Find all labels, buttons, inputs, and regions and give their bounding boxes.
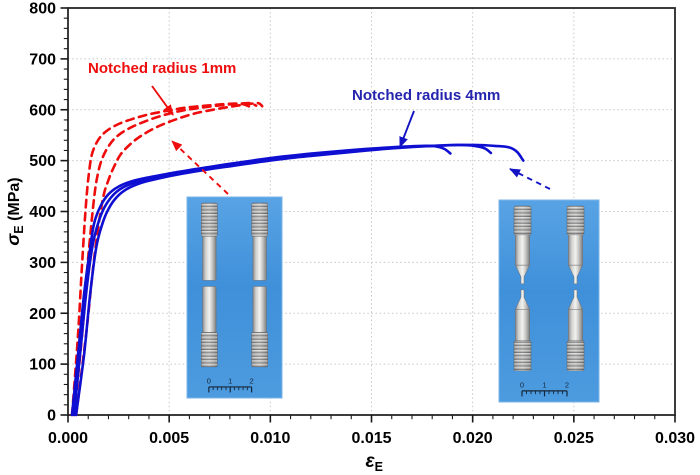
y-tick-label: 800 (29, 1, 56, 18)
scale-ruler: 0 1 2 (207, 376, 254, 393)
curves (70, 101, 525, 417)
thread-sheen (567, 340, 584, 371)
smooth-shank (252, 286, 267, 333)
y-tick-label: 500 (29, 153, 56, 170)
x-tick-label: 0.025 (554, 430, 594, 447)
smooth-shank (202, 236, 217, 281)
curve-notch-1mm-2 (72, 101, 258, 417)
gridlines (68, 8, 675, 415)
ruler-number: 2 (565, 380, 569, 389)
arrow-photo-4mm (509, 168, 551, 190)
fracture-cone-tip (514, 289, 531, 310)
specimen-flat (201, 202, 218, 281)
y-tick-label: 600 (29, 102, 56, 119)
axis-ticks (60, 7, 676, 423)
tick-labels: 0.000 0.005 0.010 0.015 0.020 0.025 0.03001002… (29, 1, 695, 448)
curve-notch-1mm-3 (74, 101, 264, 417)
annotation-arrows (151, 85, 551, 195)
ruler-number: 0 (520, 380, 524, 389)
y-tick-label: 400 (29, 204, 56, 221)
curve-notch-4mm-3 (74, 143, 525, 417)
x-axis-label: εE (366, 451, 383, 474)
y-axis-label: σE (MPa) (3, 177, 26, 245)
x-tick-label: 0.000 (48, 430, 88, 447)
y-tick-label: 300 (29, 255, 56, 272)
thread-sheen (514, 340, 531, 371)
y-tick-label: 100 (29, 357, 56, 374)
thread-sheen (251, 203, 268, 237)
inset-photo-flat: 0 1 2 (186, 196, 283, 399)
x-tick-label: 0.020 (453, 430, 493, 447)
smooth-shank (515, 234, 530, 266)
specimen-cone (566, 205, 585, 285)
specimen-flat (201, 286, 218, 368)
thread-sheen (251, 332, 268, 367)
smooth-shank (515, 309, 530, 342)
x-tick-label: 0.015 (351, 430, 391, 447)
smooth-shank (252, 236, 267, 281)
ruler-number: 0 (207, 376, 211, 385)
ruler-number: 1 (228, 376, 232, 385)
fracture-cone-tip (514, 264, 531, 285)
arrow-photo-1mm (171, 140, 229, 195)
smooth-shank (202, 286, 217, 333)
y-tick-label: 200 (29, 306, 56, 323)
specimen-flat (251, 202, 268, 281)
smooth-shank (568, 234, 583, 266)
label-notched-radius-4mm: Notched radius 4mm (352, 87, 501, 104)
specimen-flat (251, 286, 268, 368)
y-tick-label: 700 (29, 51, 56, 68)
ruler-number: 2 (250, 376, 254, 385)
inset-photo-cone: 0 1 2 (498, 199, 600, 403)
arrow-label-1mm (151, 85, 174, 116)
thread-sheen (201, 332, 218, 367)
thread-sheen (514, 206, 531, 235)
x-tick-label: 0.010 (250, 430, 290, 447)
fracture-cone-tip (567, 289, 584, 310)
x-tick-label: 0.030 (655, 430, 695, 447)
fracture-cone-tip (567, 264, 584, 285)
x-tick-label: 0.005 (149, 430, 189, 447)
label-notched-radius-1mm: Notched radius 1mm (88, 60, 237, 77)
thread-sheen (567, 206, 584, 235)
smooth-shank (568, 309, 583, 342)
scale-ruler: 0 1 2 (520, 380, 569, 397)
arrow-label-4mm (399, 110, 415, 148)
specimen-cone (513, 205, 532, 285)
specimen-cone (566, 289, 585, 371)
y-tick-label: 0 (47, 408, 56, 425)
specimen-cone (513, 289, 532, 371)
thread-sheen (201, 203, 218, 237)
ruler-number: 1 (542, 380, 546, 389)
